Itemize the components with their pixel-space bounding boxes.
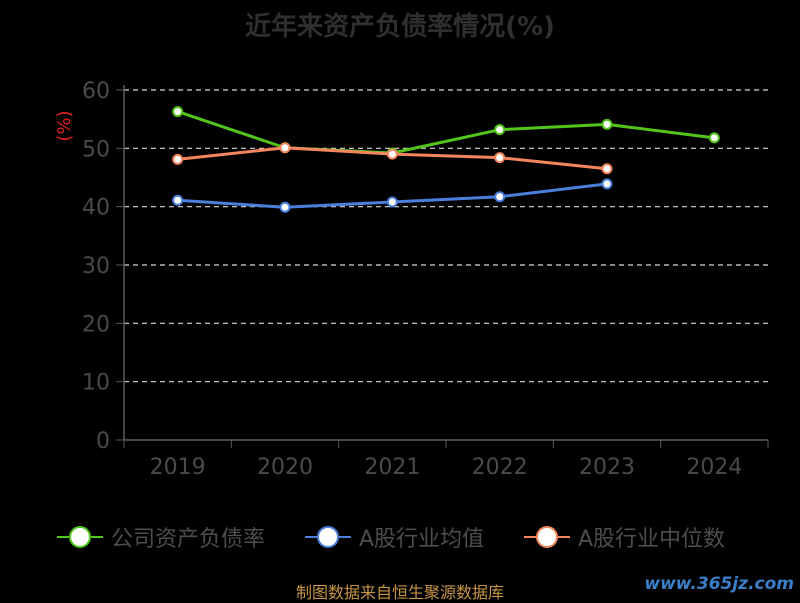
series-line-0 (177, 110, 715, 155)
data-source-note: 制图数据来自恒生聚源数据库 (295, 583, 504, 602)
x-tick-label-2024: 2024 (686, 455, 742, 480)
legend-label-industry-median: A股行业中位数 (578, 527, 726, 552)
y-tick-label-20: 20 (82, 312, 110, 337)
legend-swatch-company (57, 526, 103, 548)
data-point-1-2022 (494, 191, 506, 203)
legend: 公司资产负债率 A股行业均值 A股行业中位数 (0, 522, 800, 552)
y-tick-label-50: 50 (82, 137, 110, 162)
y-tick-label-0: 0 (96, 429, 110, 454)
legend-label-industry-mean: A股行业均值 (359, 527, 485, 552)
y-axis-label: (%) (54, 110, 75, 141)
x-tick-label-2021: 2021 (364, 455, 420, 480)
y-tick-label-60: 60 (82, 79, 110, 104)
data-point-0-2023 (601, 118, 613, 130)
legend-swatch-industry-median (524, 526, 570, 548)
data-point-0-2022 (494, 124, 506, 136)
data-point-2-2022 (494, 152, 506, 164)
x-tick-label-2022: 2022 (472, 455, 528, 480)
legend-item-company[interactable]: 公司资产负债率 (57, 522, 265, 552)
data-point-1-2019 (172, 194, 184, 206)
chart-title: 近年来资产负债率情况(%) (245, 12, 555, 42)
y-tick-label-30: 30 (82, 254, 110, 279)
legend-item-industry-median[interactable]: A股行业中位数 (524, 522, 725, 552)
x-tick-label-2020: 2020 (257, 455, 313, 480)
data-point-2-2019 (172, 153, 184, 165)
data-point-2-2020 (279, 142, 291, 154)
data-point-1-2021 (386, 196, 398, 208)
data-point-0-2024 (708, 132, 720, 144)
watermark: www.365jz.com (644, 574, 794, 594)
data-point-1-2023 (601, 178, 613, 190)
legend-swatch-industry-mean (305, 526, 351, 548)
y-tick-label-10: 10 (82, 371, 110, 396)
x-tick-label-2019: 2019 (150, 455, 206, 480)
data-point-2-2021 (386, 148, 398, 160)
data-point-0-2019 (172, 106, 184, 118)
legend-item-industry-mean[interactable]: A股行业均值 (305, 522, 484, 552)
data-point-1-2020 (279, 201, 291, 213)
data-point-2-2023 (601, 163, 613, 175)
y-tick-label-40: 40 (82, 196, 110, 221)
legend-label-company: 公司资产负债率 (111, 527, 266, 552)
x-tick-label-2023: 2023 (579, 455, 635, 480)
